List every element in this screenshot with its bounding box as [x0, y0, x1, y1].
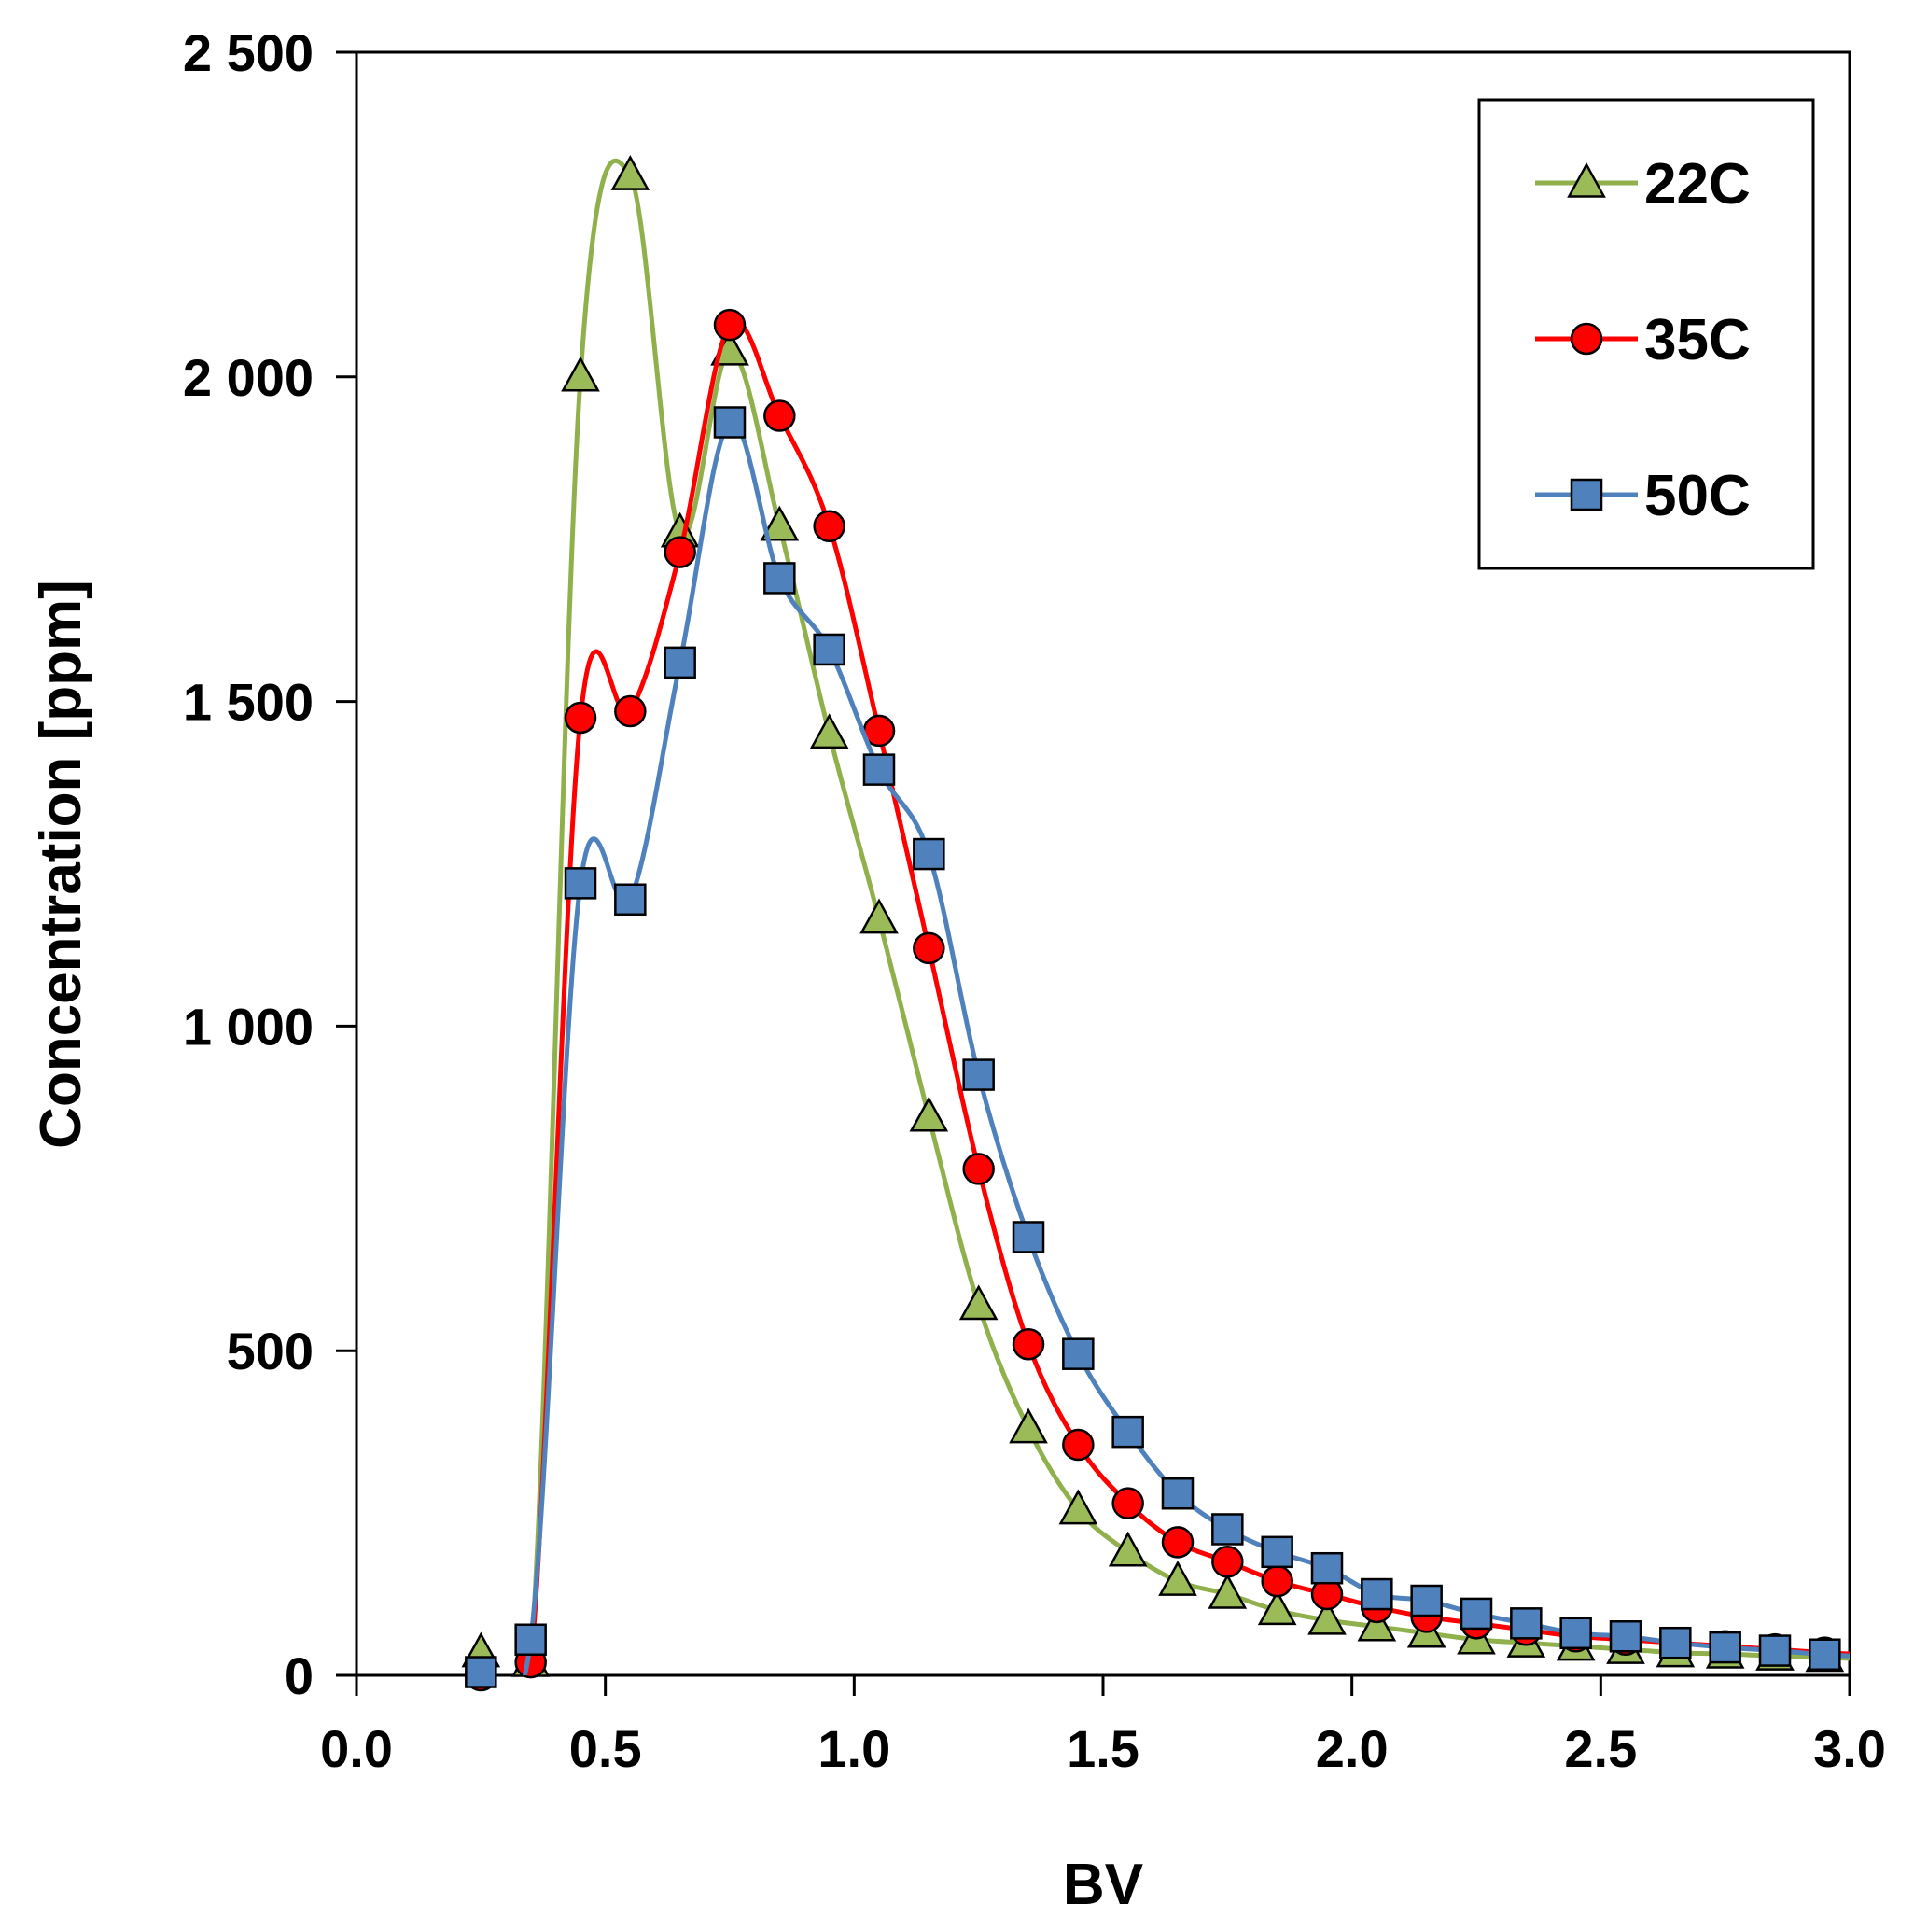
x-tick-label: 2.5: [1564, 1719, 1637, 1778]
data-point-50C: [1012, 1221, 1045, 1253]
data-point-50C: [1261, 1535, 1293, 1569]
data-point-22C: [1058, 1489, 1098, 1525]
data-point-50C: [465, 1656, 497, 1688]
data-point-50C: [1361, 1577, 1393, 1611]
legend-label: 35C: [1644, 308, 1751, 372]
data-point-22C: [1108, 1531, 1148, 1567]
legend-marker: [1570, 322, 1603, 356]
legend-entry-22C: 22C: [1535, 152, 1751, 217]
data-point-50C: [1758, 1634, 1792, 1667]
series-line-22C: [478, 158, 1850, 1675]
data-point-50C: [1809, 1638, 1841, 1671]
legend-box: [1477, 98, 1815, 570]
x-tick-label: 0.0: [320, 1719, 393, 1778]
data-point-22C: [958, 1284, 999, 1321]
data-point-35C: [614, 694, 647, 728]
y-axis: 0 500 1 000 1 500 2 000 2 500: [183, 23, 356, 1705]
x-tick-label: 1.0: [817, 1719, 890, 1778]
legend-label: 50C: [1644, 464, 1751, 528]
legend-entry-35C: 35C: [1535, 308, 1751, 372]
data-point-50C: [1310, 1551, 1344, 1585]
data-point-50C: [813, 633, 845, 666]
y-tick-label: 1 500: [183, 673, 314, 732]
data-point-35C: [1012, 1327, 1045, 1361]
data-point-50C: [763, 562, 796, 595]
data-point-35C: [813, 510, 845, 543]
data-point-35C: [913, 931, 945, 965]
legend: 22C 35C 50C: [1477, 98, 1815, 570]
data-point-50C: [962, 1058, 995, 1091]
data-point-22C: [1257, 1589, 1297, 1626]
data-point-22C: [859, 898, 899, 934]
data-point-22C: [1357, 1605, 1397, 1642]
y-tick-label: 2 500: [183, 23, 314, 82]
data-point-50C: [1410, 1584, 1443, 1617]
data-point-22C: [1307, 1599, 1347, 1635]
data-point-50C: [913, 837, 945, 871]
data-point-22C: [610, 155, 650, 190]
data-point-22C: [809, 713, 849, 749]
data-point-50C: [514, 1623, 547, 1656]
data-point-50C: [614, 883, 647, 917]
legend-label: 22C: [1644, 152, 1751, 217]
data-point-50C: [1659, 1626, 1692, 1659]
data-point-35C: [1261, 1564, 1293, 1598]
y-tick-label: 0: [285, 1646, 314, 1705]
data-point-35C: [713, 308, 747, 342]
x-tick-label: 3.0: [1813, 1719, 1886, 1778]
x-axis-title: BV: [1063, 1853, 1143, 1917]
x-tick-label: 2.0: [1316, 1719, 1389, 1778]
data-point-22C: [909, 1096, 949, 1132]
data-point-50C: [1609, 1620, 1642, 1653]
data-point-50C: [1161, 1477, 1195, 1510]
data-point-35C: [1161, 1526, 1195, 1559]
data-point-50C: [713, 406, 747, 439]
legend-marker: [1567, 161, 1606, 198]
data-point-50C: [564, 867, 597, 900]
data-point-50C: [1709, 1631, 1741, 1664]
data-point-22C: [760, 505, 800, 541]
legend-marker: [1570, 478, 1603, 511]
y-axis-title: Concentration [ppm]: [29, 580, 93, 1149]
y-tick-label: 1 000: [183, 997, 314, 1056]
y-tick-label: 500: [227, 1322, 314, 1380]
legend-entry-50C: 50C: [1535, 464, 1751, 528]
data-point-35C: [1111, 1487, 1144, 1519]
data-point-35C: [564, 701, 597, 735]
series-layer: [461, 155, 1850, 1692]
data-point-35C: [962, 1153, 995, 1185]
data-point-22C: [1208, 1573, 1248, 1609]
data-point-50C: [862, 753, 896, 786]
data-point-35C: [1211, 1546, 1244, 1578]
data-point-50C: [1559, 1617, 1592, 1650]
y-tick-label: 2 000: [183, 348, 314, 407]
data-point-50C: [664, 646, 696, 679]
data-point-50C: [1510, 1607, 1543, 1640]
data-point-50C: [1111, 1415, 1144, 1449]
data-point-22C: [1009, 1407, 1048, 1444]
data-point-35C: [664, 536, 696, 568]
data-point-50C: [1211, 1513, 1244, 1546]
data-point-22C: [1158, 1560, 1197, 1596]
x-tick-label: 1.5: [1067, 1719, 1139, 1778]
data-point-50C: [1062, 1337, 1095, 1370]
data-point-35C: [1062, 1428, 1095, 1462]
x-tick-label: 0.5: [569, 1719, 642, 1778]
data-point-50C: [1460, 1597, 1493, 1631]
series-50C: [465, 406, 1850, 1688]
data-point-35C: [763, 399, 796, 432]
x-axis: 0.0 0.5 1.0 1.5 2.0 2.5 3.0: [320, 1675, 1886, 1778]
data-point-22C: [561, 356, 600, 392]
